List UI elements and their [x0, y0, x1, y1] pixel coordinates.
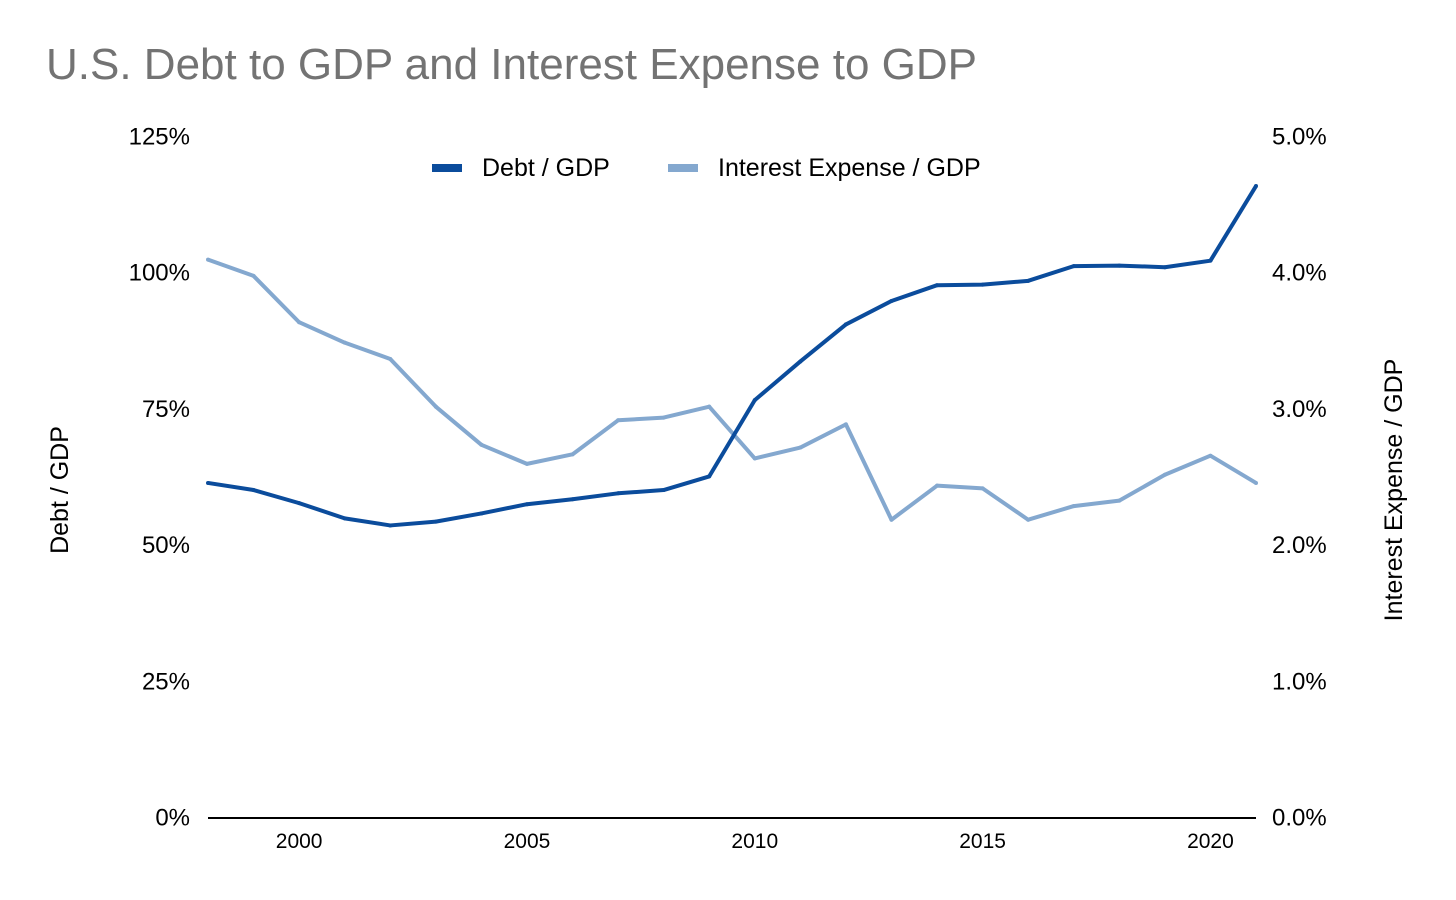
debt-point — [980, 282, 985, 287]
debt-point — [479, 511, 484, 516]
debt-point — [798, 359, 803, 364]
right-tick-label: 2.0% — [1272, 532, 1327, 559]
debt-point — [388, 523, 393, 528]
interest-expense-point — [616, 418, 621, 423]
interest-expense-point — [479, 442, 484, 447]
debt-point — [935, 283, 940, 288]
left-tick-label: 25% — [142, 668, 190, 695]
interest-expense-point — [935, 483, 940, 488]
debt-point — [707, 474, 712, 479]
debt-series — [206, 184, 1258, 528]
legend-item: Debt / GDP — [432, 154, 610, 182]
debt-point — [342, 516, 347, 521]
right-tick-label: 1.0% — [1272, 668, 1327, 695]
debt-point — [297, 501, 302, 506]
debt-point — [1026, 278, 1031, 283]
interest-expense-point — [1208, 453, 1213, 458]
legend: Debt / GDP Interest Expense / GDP — [432, 154, 981, 182]
interest-expense-point — [206, 257, 210, 262]
interest-expense-point — [342, 340, 347, 345]
interest-expense-point — [980, 486, 985, 491]
x-tick-label: 2010 — [731, 830, 778, 853]
interest-expense-point — [843, 422, 848, 427]
debt-point — [1208, 258, 1213, 263]
x-tick-label: 2005 — [504, 830, 551, 853]
legend-label: Debt / GDP — [482, 154, 610, 182]
debt-point — [1117, 263, 1122, 268]
left-tick-label: 100% — [129, 260, 190, 287]
interest-expense-point — [1071, 504, 1076, 509]
left-tick-label: 75% — [142, 396, 190, 423]
right-tick-label: 0.0% — [1272, 805, 1327, 832]
interest-expense-point — [752, 456, 757, 461]
interest-expense-point — [1117, 498, 1122, 503]
debt-point — [616, 491, 621, 496]
interest-expense-point — [661, 415, 666, 420]
debt-point — [1254, 184, 1258, 189]
left-tick-label: 50% — [142, 532, 190, 559]
interest-expense-point — [524, 461, 529, 466]
right-axis-title: Interest Expense / GDP — [1380, 359, 1408, 622]
debt-point — [251, 488, 256, 493]
debt-point — [843, 322, 848, 327]
right-axis-ticks: 0.0% 1.0% 2.0% 3.0% 4.0% 5.0% — [1272, 124, 1327, 832]
interest-expense-point — [1026, 517, 1031, 522]
series-layer — [206, 184, 1258, 528]
left-tick-label: 0% — [155, 805, 190, 832]
debt-point — [206, 480, 210, 485]
debt-point — [1071, 264, 1076, 269]
legend-label: Interest Expense / GDP — [718, 154, 981, 182]
interest-expense-point — [388, 357, 393, 362]
legend-swatch — [432, 164, 462, 172]
x-axis-ticks: 2000 2005 2010 2015 2020 — [276, 830, 1234, 853]
interest-expense-point — [297, 320, 302, 325]
debt-point — [661, 488, 666, 493]
interest-expense-point — [433, 404, 438, 409]
left-axis-ticks: 0% 25% 50% 75% 100% 125% — [129, 124, 190, 832]
right-tick-label: 4.0% — [1272, 260, 1327, 287]
legend-swatch — [668, 164, 698, 172]
interest-expense-point — [570, 452, 575, 457]
left-axis-title: Debt / GDP — [46, 426, 74, 554]
right-tick-label: 5.0% — [1272, 124, 1327, 151]
interest-expense-point — [1254, 480, 1258, 485]
legend-item: Interest Expense / GDP — [668, 154, 981, 182]
debt-point — [752, 398, 757, 403]
debt-point — [570, 497, 575, 502]
debt-point — [1162, 265, 1167, 270]
left-tick-label: 125% — [129, 124, 190, 151]
interest-expense-line — [207, 257, 1258, 522]
interest-expense-point — [889, 517, 894, 522]
interest-expense-point — [707, 404, 712, 409]
x-tick-label: 2020 — [1187, 830, 1234, 853]
right-tick-label: 3.0% — [1272, 396, 1327, 423]
debt-point — [524, 502, 529, 507]
chart-title: U.S. Debt to GDP and Interest Expense to… — [46, 40, 977, 89]
debt-point — [889, 298, 894, 303]
interest-expense-point — [251, 273, 256, 278]
interest-expense-point — [798, 445, 803, 450]
x-tick-label: 2015 — [959, 830, 1006, 853]
interest-expense-point — [1162, 472, 1167, 477]
debt-point — [433, 519, 438, 524]
debt-line — [207, 184, 1258, 528]
interest-expense-series — [206, 257, 1258, 522]
x-tick-label: 2000 — [276, 830, 323, 853]
